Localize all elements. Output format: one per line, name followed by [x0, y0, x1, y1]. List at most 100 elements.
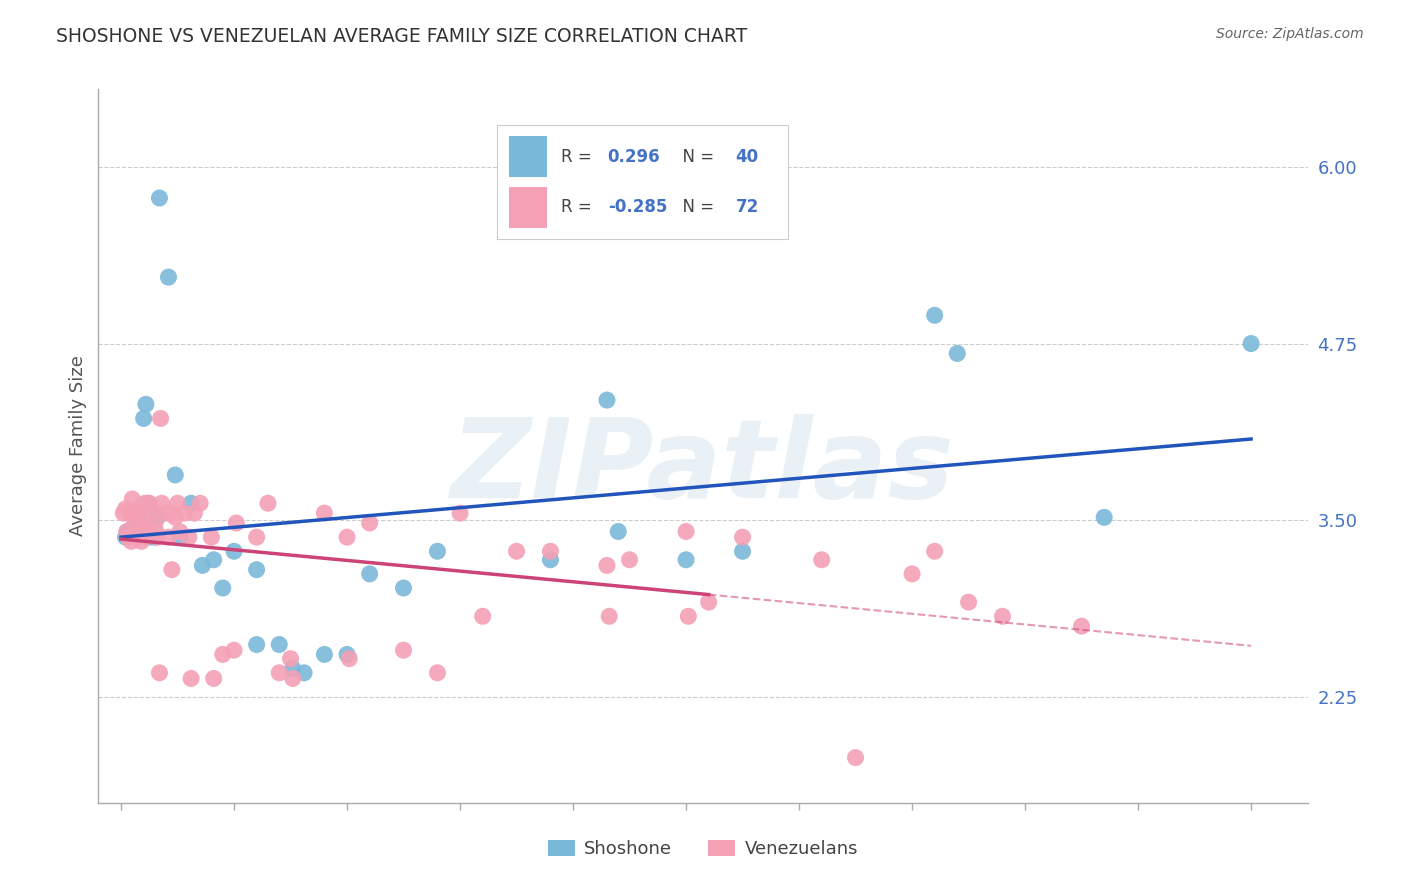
- Point: [146, 510, 169, 524]
- Point: [125, 506, 148, 520]
- Point: [120, 506, 142, 520]
- Point: [131, 534, 153, 549]
- Point: [188, 496, 211, 510]
- Point: [139, 530, 162, 544]
- Point: [169, 524, 191, 539]
- Point: [946, 346, 969, 360]
- Point: [143, 530, 166, 544]
- Point: [697, 595, 720, 609]
- Point: [359, 516, 381, 530]
- Point: [120, 506, 142, 520]
- Point: [337, 651, 360, 665]
- Point: [1070, 619, 1092, 633]
- Point: [173, 506, 195, 520]
- Point: [257, 496, 280, 510]
- Point: [901, 566, 924, 581]
- Point: [505, 544, 527, 558]
- Point: [148, 665, 170, 680]
- Point: [675, 553, 697, 567]
- Text: SHOSHONE VS VENEZUELAN AVERAGE FAMILY SIZE CORRELATION CHART: SHOSHONE VS VENEZUELAN AVERAGE FAMILY SI…: [56, 27, 748, 45]
- Point: [246, 530, 269, 544]
- Point: [157, 530, 180, 544]
- Point: [200, 530, 222, 544]
- Point: [159, 506, 181, 520]
- Point: [924, 544, 946, 558]
- Point: [538, 544, 561, 558]
- Point: [292, 665, 315, 680]
- Point: [132, 411, 155, 425]
- Point: [211, 648, 233, 662]
- Point: [165, 510, 187, 524]
- Point: [1240, 336, 1263, 351]
- Point: [131, 510, 153, 524]
- Point: [149, 411, 172, 425]
- Legend: Shoshone, Venezuelans: Shoshone, Venezuelans: [541, 832, 865, 865]
- Point: [132, 520, 155, 534]
- Point: [281, 662, 304, 676]
- Point: [336, 648, 359, 662]
- Point: [678, 609, 700, 624]
- Point: [127, 524, 149, 539]
- Point: [117, 530, 139, 544]
- Point: [246, 563, 269, 577]
- Point: [222, 544, 245, 558]
- Point: [114, 501, 136, 516]
- Point: [222, 643, 245, 657]
- Point: [177, 530, 200, 544]
- Point: [121, 491, 143, 506]
- Point: [157, 270, 180, 285]
- Point: [135, 397, 157, 411]
- Point: [143, 516, 166, 530]
- Point: [957, 595, 980, 609]
- Point: [269, 638, 291, 652]
- Point: [183, 506, 205, 520]
- Point: [169, 530, 191, 544]
- Y-axis label: Average Family Size: Average Family Size: [69, 356, 87, 536]
- Point: [191, 558, 214, 573]
- Point: [810, 553, 832, 567]
- Point: [426, 665, 449, 680]
- Point: [314, 506, 336, 520]
- Point: [150, 496, 173, 510]
- Point: [202, 672, 225, 686]
- Point: [269, 665, 291, 680]
- Point: [125, 530, 148, 544]
- Point: [166, 496, 188, 510]
- Point: [675, 524, 697, 539]
- Point: [114, 530, 136, 544]
- Point: [426, 544, 449, 558]
- Point: [392, 581, 415, 595]
- Point: [128, 501, 150, 516]
- Point: [128, 516, 150, 530]
- Point: [1092, 510, 1115, 524]
- Point: [155, 506, 177, 520]
- Point: [314, 648, 336, 662]
- Point: [991, 609, 1014, 624]
- Point: [117, 524, 139, 539]
- Point: [449, 506, 471, 520]
- Point: [112, 506, 135, 520]
- Point: [924, 308, 946, 322]
- Point: [136, 496, 159, 510]
- Point: [280, 651, 302, 665]
- Point: [731, 530, 754, 544]
- Point: [145, 524, 167, 539]
- Point: [138, 496, 160, 510]
- Point: [202, 553, 225, 567]
- Text: ZIPatlas: ZIPatlas: [451, 414, 955, 521]
- Point: [731, 544, 754, 558]
- Point: [180, 672, 202, 686]
- Point: [135, 530, 157, 544]
- Point: [471, 609, 494, 624]
- Point: [142, 506, 165, 520]
- Point: [845, 750, 868, 764]
- Point: [146, 530, 169, 544]
- Point: [246, 638, 269, 652]
- Point: [125, 510, 148, 524]
- Point: [225, 516, 247, 530]
- Point: [596, 558, 619, 573]
- Point: [392, 643, 415, 657]
- Point: [336, 530, 359, 544]
- Point: [148, 191, 170, 205]
- Point: [124, 516, 146, 530]
